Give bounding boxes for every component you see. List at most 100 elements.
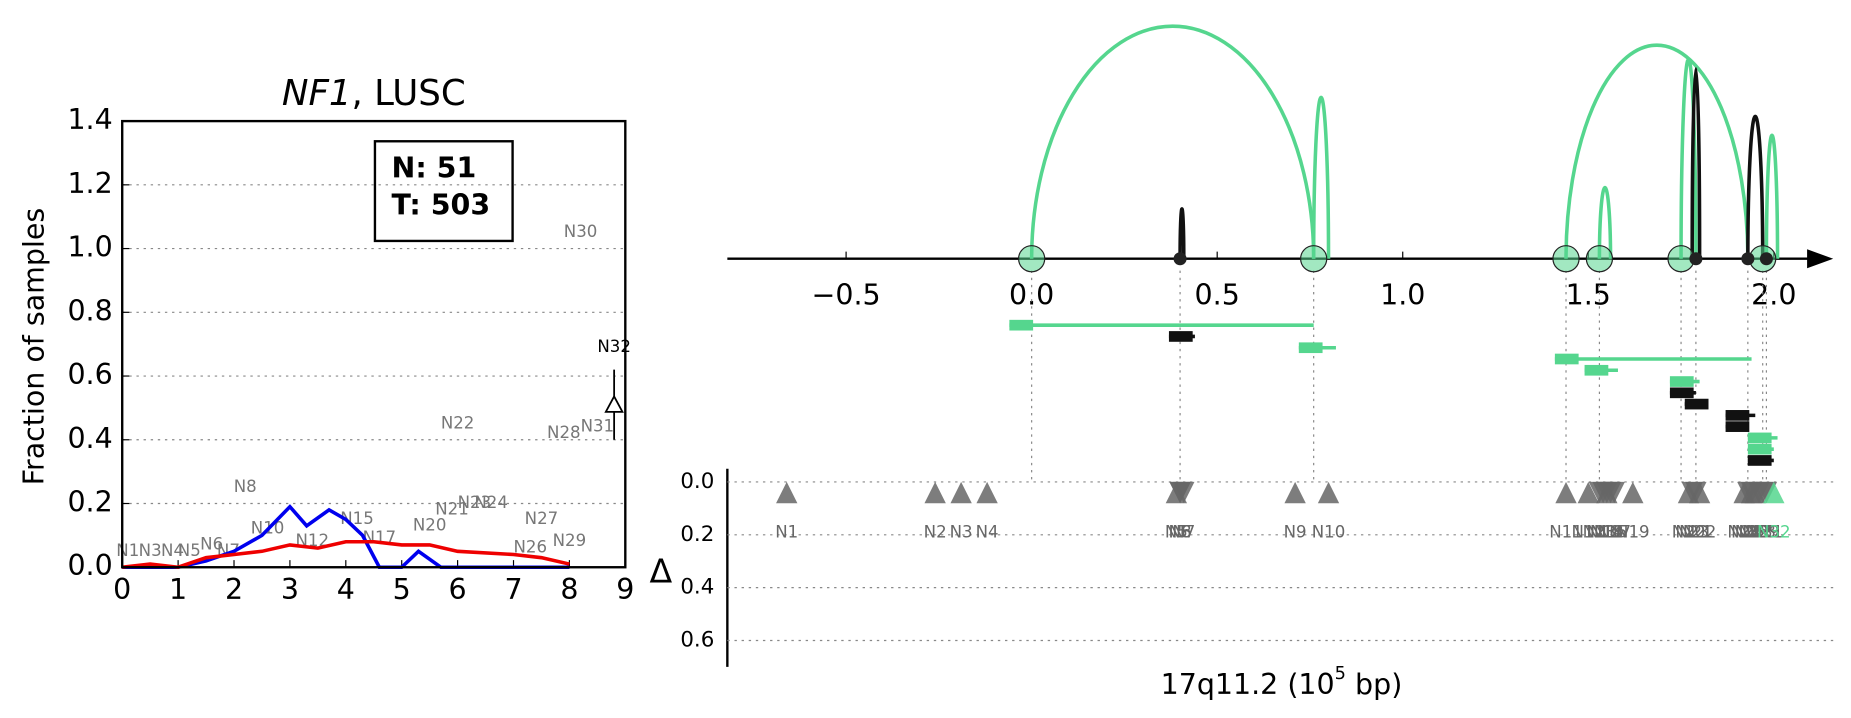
triangle-label: N9 bbox=[1284, 522, 1307, 541]
point-label: N3 bbox=[139, 541, 162, 560]
triangle-label: N28 bbox=[1742, 522, 1776, 541]
x-tick-label: 4 bbox=[337, 573, 355, 606]
y-tick-label: 1.2 bbox=[67, 167, 112, 200]
breakpoint bbox=[1300, 245, 1328, 273]
legend-text: T: 503 bbox=[392, 189, 491, 222]
y-tick-label: 0.0 bbox=[680, 469, 714, 494]
arc bbox=[1311, 96, 1331, 259]
triangle bbox=[1169, 481, 1191, 504]
triangle-label: N5 bbox=[1165, 522, 1188, 541]
y-tick-label: 0.4 bbox=[67, 422, 112, 455]
triangle-label: N23 bbox=[1675, 522, 1709, 541]
triangle bbox=[924, 481, 946, 504]
triangle-label: N22 bbox=[1683, 522, 1717, 541]
x-tick-label: 1 bbox=[169, 573, 187, 606]
triangle bbox=[1763, 481, 1785, 504]
triangle bbox=[1284, 481, 1306, 504]
y-tick-label: 1.0 bbox=[67, 231, 112, 264]
triangle bbox=[1622, 481, 1644, 504]
segment-head bbox=[1684, 398, 1709, 410]
y-tick-label: 0.6 bbox=[680, 627, 714, 652]
triangle bbox=[1740, 481, 1763, 504]
triangle bbox=[976, 481, 998, 504]
arc bbox=[1690, 66, 1702, 259]
triangle bbox=[1317, 481, 1340, 504]
triangle-label: N6 bbox=[1169, 522, 1192, 541]
triangle-label: N24 bbox=[1727, 522, 1761, 541]
triangle-label: N4 bbox=[976, 522, 999, 541]
triangle bbox=[1555, 481, 1577, 504]
segment-head bbox=[1009, 319, 1034, 331]
xlabel-sup: 5 bbox=[1335, 663, 1346, 684]
segment-head bbox=[1725, 410, 1750, 421]
triangle-label: N7 bbox=[1172, 522, 1195, 541]
triangle-label: N32 bbox=[1757, 522, 1791, 541]
xlabel-part: 17q11.2 (10 bbox=[1161, 668, 1335, 701]
x-tick-label: 1.5 bbox=[1566, 279, 1611, 312]
segment-head bbox=[1298, 342, 1323, 354]
point-label: N29 bbox=[553, 531, 587, 550]
x-tick-label: 3 bbox=[281, 573, 299, 606]
point-label: N26 bbox=[513, 538, 547, 557]
breakpoint bbox=[1585, 245, 1614, 273]
segment-head bbox=[1554, 353, 1579, 365]
point-label: N5 bbox=[178, 541, 201, 560]
triangle-label: N30 bbox=[1735, 522, 1769, 541]
triangle-label: N21 bbox=[1679, 522, 1713, 541]
title-rest: , LUSC bbox=[352, 73, 466, 114]
triangle-label: N17 bbox=[1597, 522, 1631, 541]
triangle-label: N3 bbox=[950, 522, 973, 541]
triangle bbox=[950, 481, 972, 504]
breakpoint bbox=[1552, 245, 1580, 273]
y-tick-label: 0.8 bbox=[67, 294, 112, 327]
x-tick-label: −0.5 bbox=[812, 279, 881, 312]
point-label: N4 bbox=[161, 541, 184, 560]
breakpoint bbox=[1741, 252, 1755, 266]
triangle bbox=[776, 481, 798, 504]
triangle-label: N8 bbox=[1169, 522, 1192, 541]
triangle-label: N2 bbox=[924, 522, 947, 541]
point-label: N21 bbox=[435, 499, 469, 518]
y-tick-label: 0.2 bbox=[680, 522, 714, 547]
chart-title: NF1, LUSC bbox=[282, 73, 466, 114]
point-label: N1 bbox=[116, 541, 139, 560]
x-tick-label: 2.0 bbox=[1751, 279, 1796, 312]
marker bbox=[604, 394, 624, 413]
plot-frame bbox=[121, 119, 627, 569]
triangle-label: N14 bbox=[1590, 522, 1624, 541]
triangle-label: N16 bbox=[1586, 522, 1620, 541]
triangle-label: N26 bbox=[1735, 522, 1769, 541]
point-label: N30 bbox=[564, 222, 598, 241]
segment-head bbox=[1584, 364, 1609, 376]
point-label: N8 bbox=[234, 477, 257, 496]
segment-head bbox=[1168, 331, 1193, 342]
point-label: N31 bbox=[581, 417, 615, 436]
triangle-label: N19 bbox=[1616, 522, 1650, 541]
axis-arrow bbox=[1807, 249, 1834, 269]
arc bbox=[1029, 24, 1316, 259]
triangle bbox=[1596, 481, 1618, 504]
segment-head bbox=[1747, 432, 1772, 444]
y-tick-label: 0.0 bbox=[67, 549, 112, 582]
x-tick-label: 6 bbox=[449, 573, 467, 606]
breakpoint bbox=[1017, 245, 1046, 273]
triangle-label: N15 bbox=[1594, 522, 1628, 541]
legend-text: N: 51 bbox=[392, 152, 477, 185]
x-tick-label: 2 bbox=[225, 573, 243, 606]
arc bbox=[1178, 207, 1186, 259]
triangle-label: N18 bbox=[1590, 522, 1624, 541]
point-label: N24 bbox=[474, 493, 508, 512]
arc bbox=[1564, 43, 1750, 259]
segment-head bbox=[1669, 387, 1694, 399]
legend-box bbox=[373, 140, 514, 243]
point-label: N28 bbox=[547, 423, 581, 442]
xlabel-part: bp) bbox=[1346, 668, 1402, 701]
triangle-label: N31 bbox=[1750, 522, 1784, 541]
y-tick-label: 0.2 bbox=[67, 486, 112, 519]
segment-head bbox=[1725, 421, 1750, 432]
triangle-label: N25 bbox=[1731, 522, 1765, 541]
x-tick-label: 7 bbox=[504, 573, 522, 606]
title-gene: NF1 bbox=[282, 73, 352, 114]
breakpoint bbox=[1759, 252, 1773, 266]
